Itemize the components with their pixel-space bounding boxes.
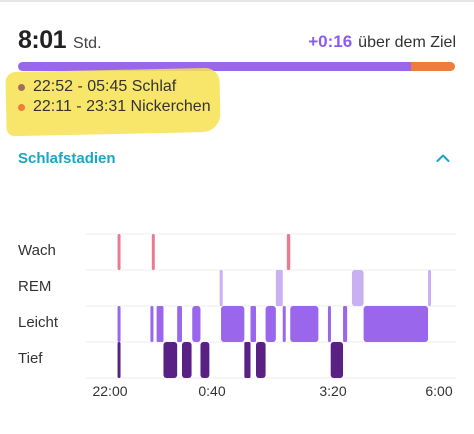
- stage-segment-leicht: [265, 306, 276, 342]
- stage-segment-leicht: [250, 306, 256, 342]
- stage-segment-rem: [275, 270, 283, 306]
- x-tick-label: 6:00: [425, 383, 453, 399]
- stage-segment-leicht: [221, 306, 245, 342]
- stage-segment-tief: [181, 342, 192, 378]
- stage-segment-tief: [255, 342, 266, 378]
- sleep-progress-bar: [18, 62, 455, 71]
- stage-label-tief: Tief: [18, 350, 43, 367]
- stage-segment-leicht: [363, 306, 429, 342]
- stage-segment-leicht: [282, 306, 286, 342]
- stage-segment-tief: [244, 342, 251, 378]
- stage-segment-leicht: [177, 306, 182, 342]
- progress-sleep-fill: [18, 62, 412, 71]
- sleep-entry[interactable]: 22:52 - 05:45 Schlaf: [18, 78, 176, 96]
- stage-segment-leicht: [150, 306, 154, 342]
- nap-entry[interactable]: 22:11 - 23:31 Nickerchen: [18, 98, 211, 116]
- x-tick-label: 22:00: [92, 383, 128, 399]
- nap-dot-icon: [18, 103, 25, 111]
- stage-segment-leicht: [343, 306, 348, 342]
- stage-label-rem: REM: [18, 278, 52, 295]
- stages-plot: [86, 233, 456, 379]
- stage-segment-wach: [286, 234, 291, 270]
- x-tick-label: 3:20: [319, 383, 347, 399]
- stage-segment-tief: [163, 342, 178, 378]
- stage-segment-leicht: [327, 306, 331, 342]
- duration-unit: Std.: [73, 35, 102, 52]
- section-title[interactable]: Schlafstadien: [18, 150, 116, 167]
- stage-segment-rem: [351, 270, 364, 306]
- goal-diff: +0:16: [308, 32, 353, 51]
- stage-segment-rem: [219, 270, 223, 306]
- stage-segment-wach: [117, 234, 121, 270]
- stage-label-wach: Wach: [18, 242, 56, 259]
- top-divider: [0, 0, 474, 2]
- stage-segment-tief: [330, 342, 344, 378]
- stage-segment-leicht: [290, 306, 319, 342]
- duration-value: 8:01: [18, 26, 67, 54]
- stage-segment-leicht: [192, 306, 201, 342]
- sleep-dot-icon: [18, 83, 25, 91]
- stage-segment-rem: [428, 270, 432, 306]
- chevron-up-icon[interactable]: [436, 153, 450, 163]
- stage-label-leicht: Leicht: [18, 314, 59, 331]
- stage-segment-wach: [151, 234, 155, 270]
- sleep-duration: 8:01 Std.: [18, 26, 102, 55]
- goal-comparison: +0:16 über dem Ziel: [308, 32, 456, 52]
- sleep-entry-label: 22:52 - 05:45 Schlaf: [33, 78, 177, 95]
- nap-entry-label: 22:11 - 23:31 Nickerchen: [33, 98, 211, 115]
- stage-segment-leicht: [117, 306, 121, 342]
- stage-segment-leicht: [156, 306, 164, 342]
- stage-segment-tief: [200, 342, 210, 378]
- x-tick-label: 0:40: [198, 383, 226, 399]
- sleep-stages-chart: Wach REM Leicht Tief 22:00 0:40 3:20 6:0…: [0, 220, 474, 420]
- goal-text: über dem Ziel: [358, 34, 456, 51]
- stage-segment-tief: [117, 342, 121, 378]
- progress-nap-fill: [411, 62, 455, 71]
